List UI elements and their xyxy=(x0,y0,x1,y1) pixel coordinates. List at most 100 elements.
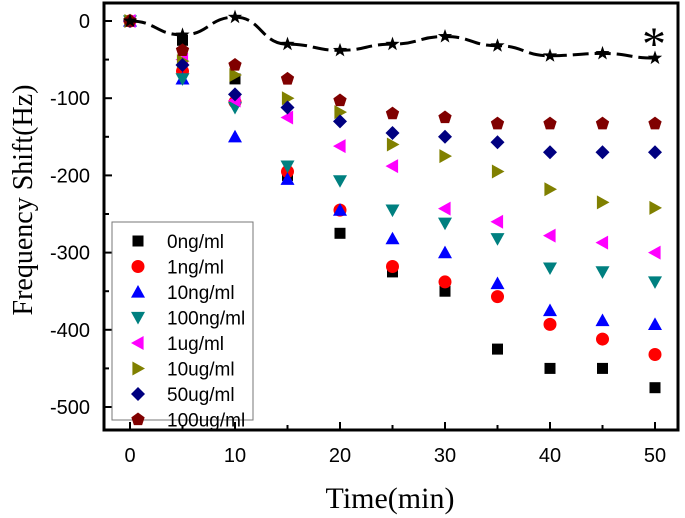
data-point-star xyxy=(280,36,295,51)
x-axis-label: Time(min) xyxy=(326,482,455,515)
data-point-triangle-down xyxy=(490,233,505,246)
data-point-diamond xyxy=(280,100,295,115)
data-point-circle xyxy=(386,259,399,273)
legend-marker-triangle-down xyxy=(131,311,145,325)
data-point-pentagon xyxy=(333,93,347,107)
legend-marker-pentagon xyxy=(131,412,145,426)
data-point-triangle-right xyxy=(281,91,295,106)
data-point-triangle-down xyxy=(595,266,610,279)
data-point-pentagon xyxy=(175,43,190,56)
data-point-triangle-down xyxy=(333,175,347,188)
data-point-square xyxy=(649,382,661,394)
data-point-square xyxy=(597,362,608,374)
y-axis-label: Frequency Shift(Hz) xyxy=(8,85,39,316)
data-point-triangle-left xyxy=(490,214,504,229)
x-tick-label: 50 xyxy=(644,445,666,467)
legend-marker-triangle-left xyxy=(131,336,144,350)
x-tick-label: 0 xyxy=(124,445,135,467)
data-point-triangle-left xyxy=(595,235,609,250)
data-point-triangle-up xyxy=(385,231,400,245)
data-point-triangle-up xyxy=(333,203,347,216)
y-tick-label: -500 xyxy=(50,397,90,419)
data-point-star xyxy=(122,13,138,28)
legend: 0ng/ml 1ng/ml 10ng/ml 100ng/ml 1ug/ml 10ug/ml… xyxy=(111,221,254,432)
data-point-triangle-right xyxy=(649,200,662,215)
legend-label: 1ng/ml xyxy=(167,258,224,279)
data-point-circle xyxy=(648,348,662,362)
legend-label: 10ug/ml xyxy=(167,360,235,381)
x-tick-label: 20 xyxy=(329,445,351,467)
data-point-star xyxy=(175,27,190,41)
data-point-triangle-right xyxy=(334,105,347,120)
data-point-pentagon xyxy=(543,116,557,130)
data-point-square xyxy=(334,227,346,239)
data-point-square xyxy=(439,285,451,297)
data-point-pentagon xyxy=(490,116,505,130)
data-point-square xyxy=(492,343,503,355)
data-point-pentagon xyxy=(385,106,400,120)
data-point-triangle-up xyxy=(543,303,557,317)
data-point-star xyxy=(542,48,558,62)
data-point-triangle-right xyxy=(544,182,557,197)
data-point-triangle-right xyxy=(491,164,505,179)
y-tick-label: -400 xyxy=(50,320,90,342)
data-point-star xyxy=(332,42,348,57)
data-point-triangle-left xyxy=(385,159,399,174)
data-point-triangle-left xyxy=(648,245,661,260)
data-point-star xyxy=(385,36,400,51)
legend-marker-triangle-up xyxy=(131,285,145,298)
data-point-triangle-left xyxy=(280,110,294,125)
legend-marker-diamond xyxy=(131,387,145,401)
data-point-diamond xyxy=(438,129,452,144)
legend-marker-triangle-right xyxy=(132,361,145,376)
data-point-pentagon xyxy=(438,110,452,124)
data-point-square xyxy=(177,34,188,46)
data-point-triangle-up xyxy=(648,317,662,330)
data-point-triangle-up xyxy=(438,245,452,259)
data-point-triangle-up xyxy=(228,129,242,143)
data-point-triangle-down xyxy=(280,160,295,174)
data-point-square xyxy=(544,362,556,374)
data-point-triangle-right xyxy=(386,137,400,152)
y-tick-label: -300 xyxy=(50,243,90,265)
legend-marker-circle xyxy=(131,260,145,273)
y-tick-label: -100 xyxy=(50,88,90,110)
data-point-circle xyxy=(543,317,557,331)
data-point-star xyxy=(490,38,505,52)
data-point-diamond xyxy=(385,125,400,140)
data-point-pentagon xyxy=(648,116,662,130)
data-point-circle xyxy=(438,275,452,289)
legend-label: 50ug/ml xyxy=(167,385,235,406)
data-point-diamond xyxy=(490,135,505,150)
data-point-triangle-up xyxy=(280,172,295,185)
data-point-triangle-down xyxy=(175,73,190,86)
data-point-triangle-up xyxy=(595,313,610,327)
data-point-diamond xyxy=(648,145,662,160)
series-line xyxy=(129,15,656,60)
data-point-diamond xyxy=(333,114,347,129)
legend-label: 10ng/ml xyxy=(167,283,235,304)
x-tick-label: 10 xyxy=(224,445,246,467)
y-tick-label: -200 xyxy=(50,165,90,187)
annotation-asterisk: * xyxy=(642,18,666,71)
data-point-pentagon xyxy=(280,71,295,85)
legend-label: 0ng/ml xyxy=(167,232,224,253)
data-point-circle xyxy=(491,290,504,304)
x-tick-label: 40 xyxy=(539,445,561,467)
data-point-triangle-right xyxy=(439,149,452,164)
data-point-diamond xyxy=(175,58,190,73)
data-point-pentagon xyxy=(595,116,610,130)
data-point-star xyxy=(647,50,663,65)
data-point-diamond xyxy=(228,87,242,102)
plot-frame xyxy=(102,1,680,432)
data-point-triangle-right xyxy=(229,68,242,83)
legend-label: 100ng/ml xyxy=(167,309,245,330)
data-point-diamond xyxy=(543,145,557,160)
data-point-triangle-down xyxy=(543,262,557,276)
legend-label: 100ug/ml xyxy=(167,411,245,432)
data-point-triangle-down xyxy=(648,276,662,289)
legend-marker-square xyxy=(132,235,144,247)
data-point-circle xyxy=(596,332,609,346)
